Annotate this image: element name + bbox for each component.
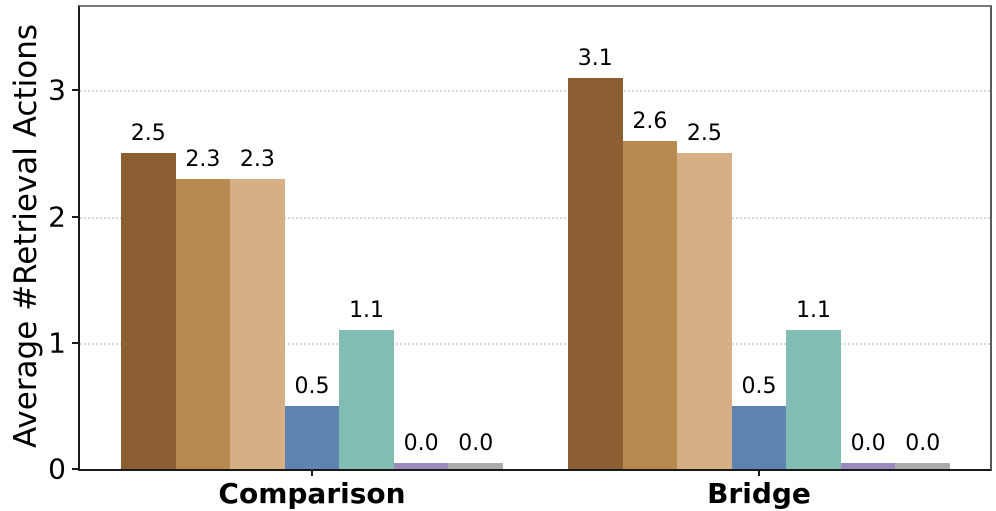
bar-value-label: 1.1 (796, 298, 832, 324)
gridline (80, 216, 990, 219)
bar-series-5-teal-bridge (786, 330, 841, 469)
y-axis-label: Average #Retrieval Actions (8, 24, 44, 448)
bar-value-label: 0.0 (850, 430, 886, 456)
y-tick-mark (72, 89, 80, 92)
gridline (80, 90, 990, 93)
bar-series-1-dark-brown-comparison (121, 153, 176, 469)
bar-series-2-medium-brown-comparison (175, 178, 231, 469)
bar-series-3-light-tan-comparison (230, 178, 285, 469)
y-tick-mark (72, 468, 80, 470)
bar-series-7-gray-bridge (895, 462, 950, 469)
x-tick-label-comparison: Comparison (218, 477, 406, 510)
bar-series-5-teal-comparison (339, 330, 394, 469)
y-tick-mark (72, 215, 80, 218)
x-tick-mark (311, 469, 313, 476)
bar-value-label: 2.5 (686, 121, 722, 147)
bar-value-label: 0.0 (403, 430, 439, 456)
bar-series-1-dark-brown-bridge (568, 77, 623, 469)
x-tick-mark (758, 469, 760, 476)
y-tick-label: 2 (48, 200, 66, 234)
bar-value-label: 0.5 (294, 373, 330, 399)
gridline (80, 342, 990, 345)
x-tick-label-bridge: Bridge (707, 477, 811, 510)
bar-series-3-light-tan-bridge (677, 153, 732, 469)
bar-series-4-blue-comparison (284, 405, 340, 469)
y-tick-mark (72, 341, 80, 344)
y-tick-label: 0 (48, 452, 66, 486)
y-tick-label: 1 (48, 326, 66, 360)
bar-value-label: 0.0 (458, 430, 494, 456)
bar-value-label: 2.3 (185, 146, 221, 172)
bar-value-label: 0.5 (741, 373, 777, 399)
bar-value-label: 2.5 (130, 121, 166, 147)
y-tick-label: 3 (48, 73, 66, 107)
bar-series-4-blue-bridge (731, 405, 787, 469)
bar-value-label: 0.0 (905, 430, 941, 456)
bar-series-7-gray-comparison (448, 462, 503, 469)
bar-series-6-purple-comparison (393, 462, 449, 469)
bar-value-label: 2.3 (239, 146, 275, 172)
bar-series-6-purple-bridge (840, 462, 896, 469)
bar-series-2-medium-brown-bridge (622, 140, 678, 469)
bar-value-label: 2.6 (632, 108, 668, 134)
bar-value-label: 1.1 (349, 298, 385, 324)
plot-area: 0 1 2 3 2.5 2.3 2.3 0.5 1.1 0.0 0.0 Comparison 3.1 2.… (48, 5, 992, 510)
bar-value-label: 3.1 (577, 45, 613, 71)
